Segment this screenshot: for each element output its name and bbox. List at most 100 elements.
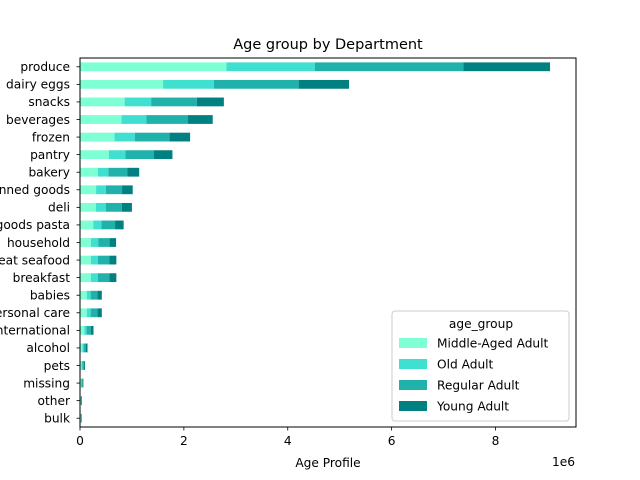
y-tick-label-beverages: beverages <box>6 113 70 127</box>
bar-breakfast-regular-adult <box>97 273 110 283</box>
legend-label-young-adult: Young Adult <box>436 399 509 413</box>
bar-breakfast-young-adult <box>109 273 117 283</box>
bar-dry-goods-pasta-regular-adult <box>101 220 116 230</box>
bar-bulk-regular-adult <box>80 413 82 423</box>
bar-alcohol-old-adult <box>82 343 84 353</box>
bar-other-regular-adult <box>80 396 82 406</box>
y-tick-label-bakery: bakery <box>28 166 70 180</box>
legend-label-regular-adult: Regular Adult <box>437 378 520 392</box>
bar-meat-seafood-young-adult <box>109 255 117 265</box>
y-tick-label-alcohol: alcohol <box>26 341 70 355</box>
bar-babies-young-adult <box>97 290 102 300</box>
y-tick-label-snacks: snacks <box>28 95 70 109</box>
bar-meat-seafood-regular-adult <box>97 255 110 265</box>
bar-deli-middle-aged-adult <box>80 202 96 212</box>
bar-bakery-old-adult <box>97 167 109 177</box>
bar-canned-goods-middle-aged-adult <box>80 185 97 195</box>
bar-canned-goods-regular-adult <box>105 185 123 195</box>
y-tick-label-pantry: pantry <box>30 148 70 162</box>
y-tick-label-dry-goods-pasta: dry goods pasta <box>0 218 70 232</box>
legend-swatch-middle-aged-adult <box>399 338 427 348</box>
bar-breakfast-middle-aged-adult <box>80 273 91 283</box>
bar-frozen-regular-adult <box>134 132 170 142</box>
bar-international-young-adult <box>90 325 94 335</box>
legend-swatch-regular-adult <box>399 380 427 390</box>
bar-pantry-middle-aged-adult <box>80 150 109 160</box>
bar-pets-young-adult <box>83 361 85 370</box>
bar-beverages-young-adult <box>188 115 213 124</box>
legend: age_group Middle-Aged Adult Old Adult Regu… <box>391 310 570 422</box>
bar-snacks-young-adult <box>196 97 224 107</box>
bar-personal-care-young-adult <box>97 308 102 318</box>
y-tick-label-dairy-eggs: dairy eggs <box>6 78 70 92</box>
bar-snacks-regular-adult <box>151 97 197 107</box>
bar-produce-young-adult <box>463 62 551 72</box>
bar-household-old-adult <box>90 238 99 247</box>
bar-canned-goods-old-adult <box>96 185 106 195</box>
y-tick-label-pets: pets <box>44 359 70 373</box>
y-tick-label-canned-goods: canned goods <box>0 183 70 197</box>
y-tick-label-produce: produce <box>20 60 70 74</box>
plot-frame <box>79 57 577 428</box>
bar-breakfast-old-adult <box>90 273 98 283</box>
bar-international-middle-aged-adult <box>80 325 85 335</box>
bar-alcohol-young-adult <box>85 343 88 353</box>
bars-layer <box>80 62 551 423</box>
y-tick-label-babies: babies <box>30 289 70 303</box>
y-tick-label-missing: missing <box>23 376 70 390</box>
bar-missing-regular-adult <box>81 378 83 388</box>
bar-snacks-old-adult <box>124 97 152 107</box>
bar-household-regular-adult <box>98 238 110 247</box>
bar-missing-middle-aged-adult <box>80 378 82 388</box>
bar-produce-middle-aged-adult <box>80 62 227 72</box>
y-tick-label-breakfast: breakfast <box>13 271 71 285</box>
legend-label-middle-aged-adult: Middle-Aged Adult <box>437 336 549 350</box>
bar-household-young-adult <box>109 238 117 247</box>
bar-produce-regular-adult <box>314 62 464 72</box>
bar-pantry-young-adult <box>154 150 173 160</box>
legend-label-old-adult: Old Adult <box>437 357 494 371</box>
bar-pets-middle-aged-adult <box>80 361 82 370</box>
bar-bakery-regular-adult <box>108 167 128 177</box>
bar-meat-seafood-middle-aged-adult <box>80 255 91 265</box>
bar-alcohol-middle-aged-adult <box>80 343 83 353</box>
x-tick-label: 0 <box>76 434 84 448</box>
bar-personal-care-middle-aged-adult <box>80 308 87 318</box>
y-tick-label-meat-seafood: meat seafood <box>0 253 70 267</box>
y-tick-label-bulk: bulk <box>44 412 71 426</box>
legend-swatch-old-adult <box>399 359 427 369</box>
bar-alcohol-regular-adult <box>83 343 86 353</box>
x-axis-offset-label: 1e6 <box>552 455 575 469</box>
x-axis-ticks: 0 2 4 6 8 <box>76 427 499 448</box>
legend-swatch-young-adult <box>399 401 427 411</box>
x-axis-label: Age Profile <box>295 456 360 470</box>
bar-household-middle-aged-adult <box>80 238 91 247</box>
bar-meat-seafood-old-adult <box>90 255 98 265</box>
bar-dairy-eggs-old-adult <box>163 79 214 89</box>
bar-frozen-old-adult <box>114 132 135 142</box>
bar-dairy-eggs-middle-aged-adult <box>80 79 164 89</box>
x-tick-label: 6 <box>388 434 396 448</box>
bar-international-old-adult <box>84 325 87 335</box>
bar-babies-regular-adult <box>90 290 98 300</box>
bar-missing-young-adult <box>82 378 84 388</box>
bar-snacks-middle-aged-adult <box>80 97 125 107</box>
y-tick-label-frozen: frozen <box>32 130 70 144</box>
bar-deli-young-adult <box>121 202 132 212</box>
bar-missing-old-adult <box>81 378 82 388</box>
bar-frozen-young-adult <box>169 132 191 142</box>
bar-babies-old-adult <box>86 290 91 300</box>
y-tick-label-international: international <box>0 324 70 338</box>
bar-personal-care-old-adult <box>86 308 91 318</box>
x-tick-label: 4 <box>284 434 292 448</box>
bar-babies-middle-aged-adult <box>80 290 87 300</box>
bar-deli-old-adult <box>95 202 106 212</box>
bar-pantry-old-adult <box>108 150 126 160</box>
bar-pets-regular-adult <box>82 361 84 370</box>
bar-produce-old-adult <box>226 62 315 72</box>
legend-box <box>391 310 570 422</box>
bar-frozen-middle-aged-adult <box>80 132 115 142</box>
y-axis-ticks: bulk other missing pets alcohol international… <box>0 60 80 426</box>
bar-bakery-middle-aged-adult <box>80 167 98 177</box>
